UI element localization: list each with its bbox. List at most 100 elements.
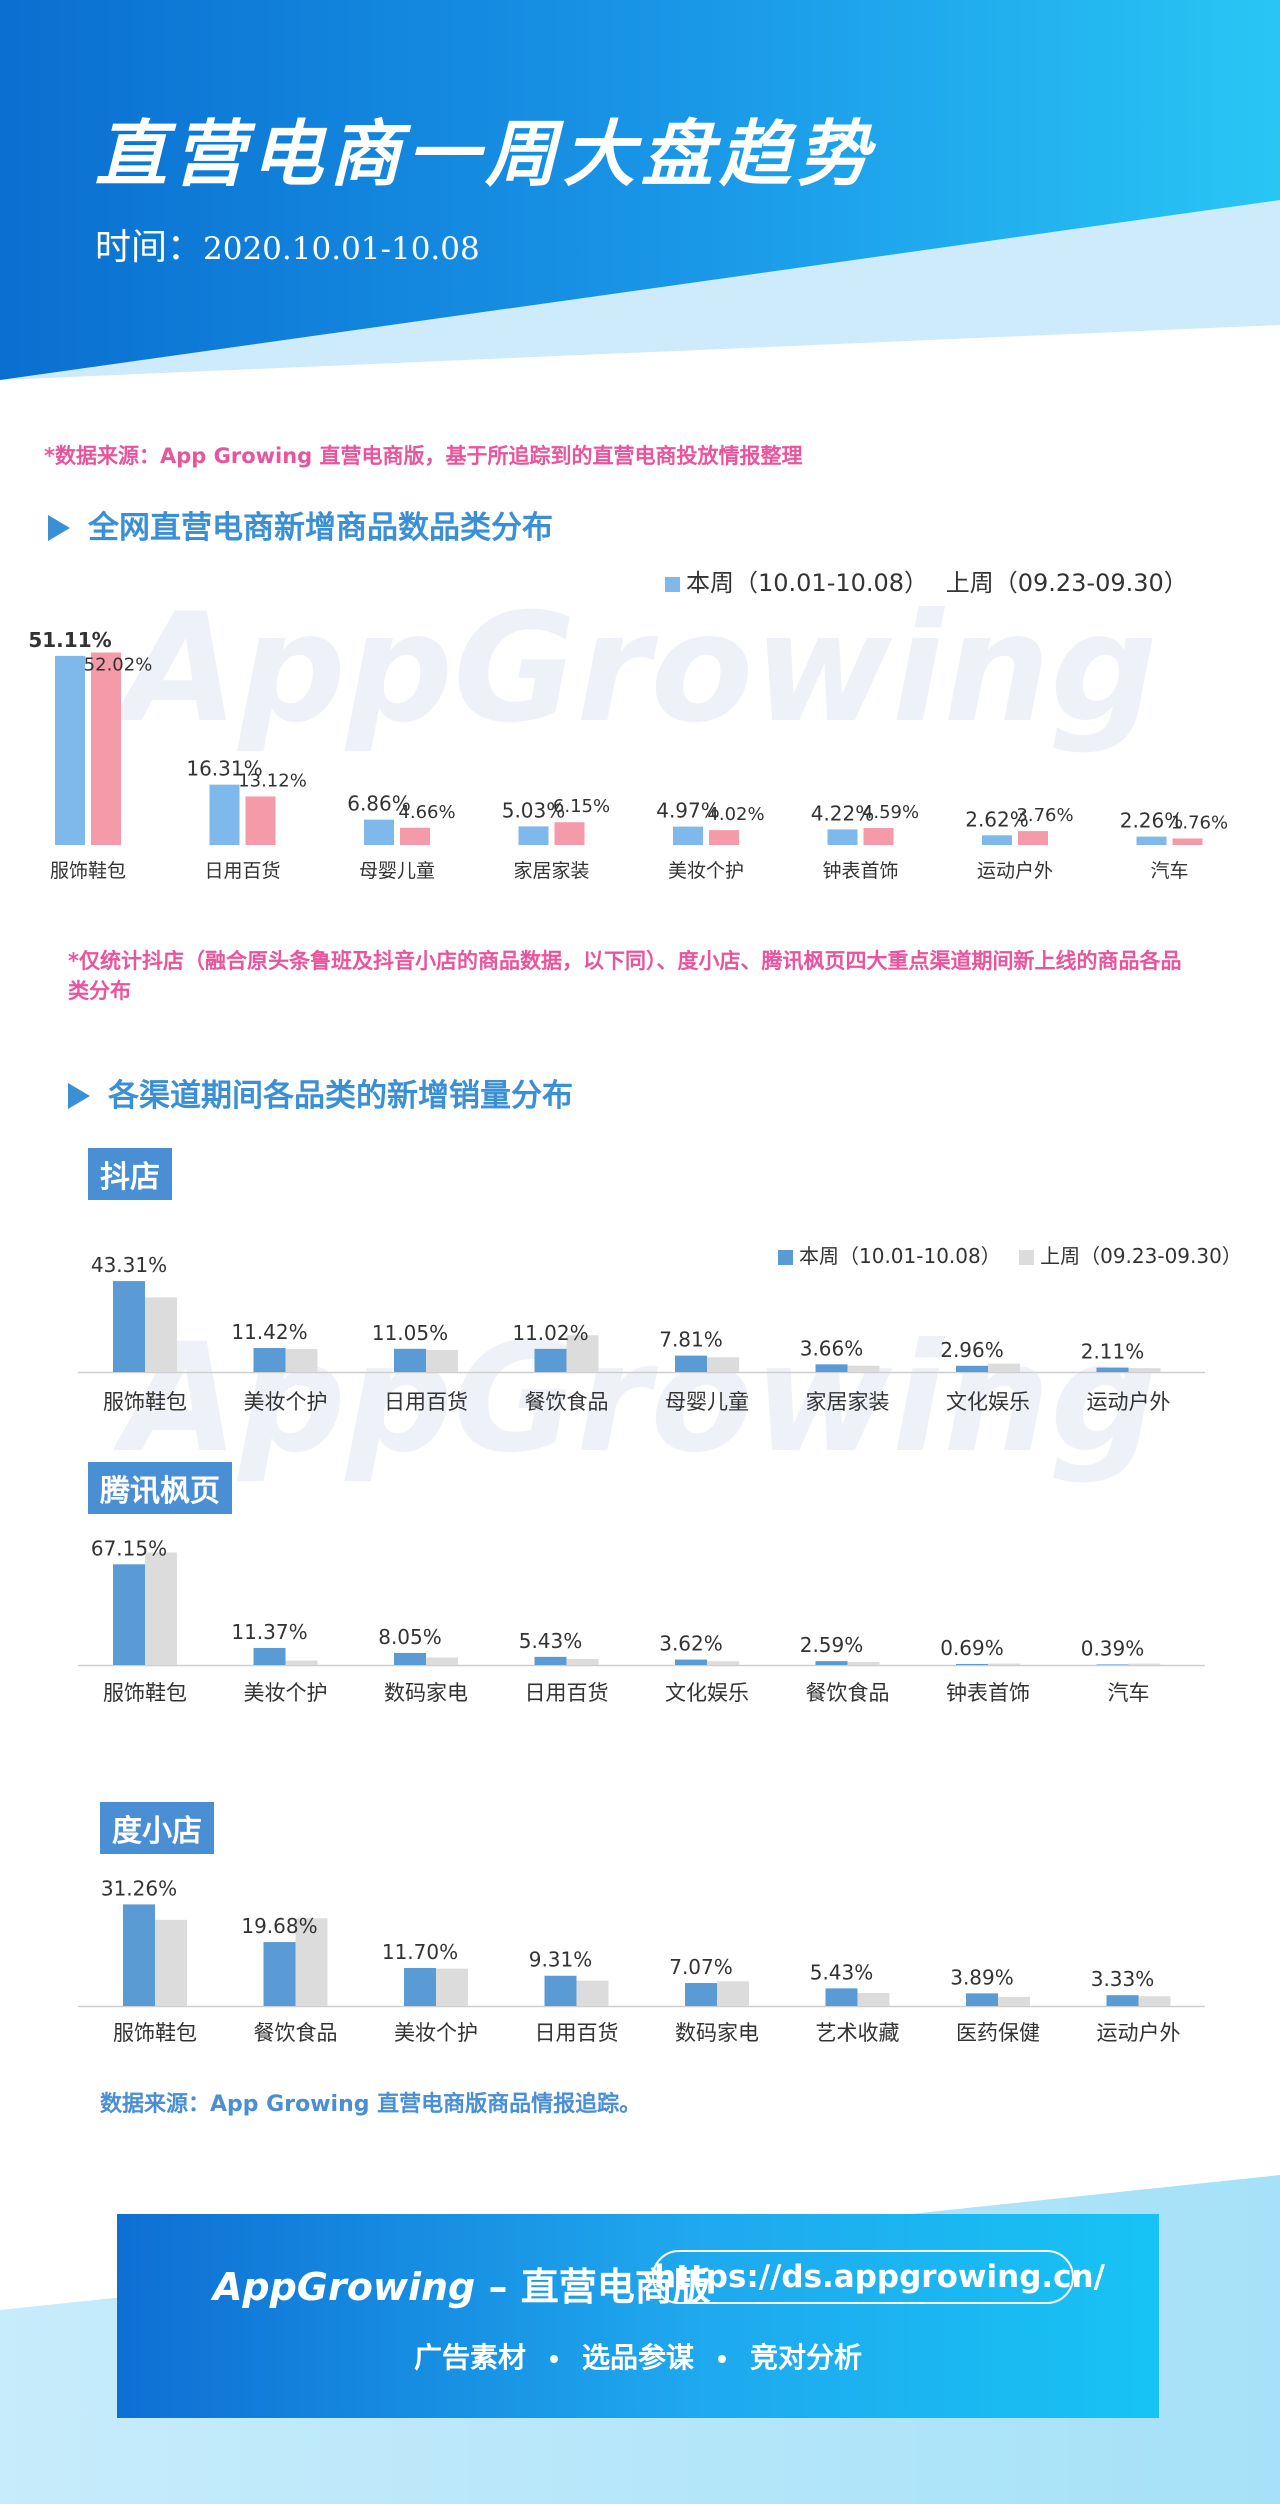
data-label-this-week: 3.66% bbox=[800, 1336, 864, 1360]
category-label: 服饰鞋包 bbox=[50, 860, 126, 882]
bar-last-week bbox=[566, 1659, 599, 1665]
bar-last-week bbox=[1128, 1368, 1161, 1372]
bar-last-week bbox=[988, 1663, 1020, 1665]
bar-this-week bbox=[956, 1663, 988, 1665]
bar-last-week bbox=[709, 830, 739, 845]
bar-this-week bbox=[1136, 836, 1167, 845]
data-label-this-week: 11.37% bbox=[231, 1620, 307, 1644]
data-label-this-week: 4.22% bbox=[811, 801, 875, 825]
bar-this-week bbox=[253, 1348, 286, 1372]
bar-last-week bbox=[717, 1981, 749, 2006]
category-label: 餐饮食品 bbox=[254, 2021, 338, 2045]
bar-last-week bbox=[245, 796, 276, 845]
data-label-this-week: 5.03% bbox=[502, 798, 566, 822]
category-label: 母婴儿童 bbox=[359, 860, 435, 882]
bar-last-week bbox=[863, 828, 894, 845]
category-label: 服饰鞋包 bbox=[113, 2021, 197, 2045]
bar-this-week bbox=[534, 1656, 567, 1665]
category-label: 美妆个护 bbox=[244, 1681, 328, 1705]
data-label-this-week: 2.62% bbox=[965, 807, 1029, 831]
bar-last-week bbox=[998, 1996, 1030, 2006]
bar-this-week bbox=[534, 1348, 567, 1372]
bar-last-week bbox=[707, 1357, 739, 1372]
data-label-this-week: 3.33% bbox=[1091, 1967, 1155, 1991]
bar-last-week bbox=[295, 1918, 328, 2006]
bar-this-week bbox=[113, 1564, 145, 1665]
bar-this-week bbox=[263, 1942, 296, 2006]
category-label: 美妆个护 bbox=[668, 860, 744, 882]
data-label-this-week: 2.59% bbox=[800, 1633, 864, 1657]
category-label: 餐饮食品 bbox=[806, 1681, 890, 1705]
bar-this-week bbox=[675, 1355, 707, 1372]
bar-last-week bbox=[155, 1919, 187, 2006]
legend-this-week: 本周（10.01-10.08） bbox=[799, 1244, 1001, 1268]
data-label-this-week: 11.42% bbox=[231, 1320, 307, 1344]
category-label: 家居家装 bbox=[513, 860, 589, 882]
legend-2: 本周（10.01-10.08） 上周（09.23-09.30） bbox=[778, 1240, 1242, 1269]
bar-this-week bbox=[113, 1281, 145, 1372]
bar-this-week bbox=[1096, 1367, 1129, 1372]
bar-this-week bbox=[685, 1983, 717, 2006]
category-label: 美妆个护 bbox=[394, 2021, 478, 2045]
legend-swatch-last-week bbox=[1019, 1250, 1035, 1265]
bar-last-week bbox=[1138, 1996, 1171, 2006]
triangle-bullet-icon bbox=[68, 1083, 90, 1109]
watermark: AppGrowing bbox=[112, 1312, 1157, 1486]
category-label: 母婴儿童 bbox=[665, 1390, 749, 1414]
category-label: 家居家装 bbox=[806, 1390, 890, 1414]
bar-last-week bbox=[707, 1661, 739, 1665]
category-label: 餐饮食品 bbox=[525, 1390, 609, 1414]
source-note: *数据来源：App Growing 直营电商版，基于所追踪到的直营电商投放情报整… bbox=[44, 444, 803, 468]
watermark: AppGrowing bbox=[112, 582, 1157, 756]
bar-this-week bbox=[815, 1364, 848, 1372]
category-label: 日用百货 bbox=[384, 1390, 468, 1414]
data-label-this-week: 5.43% bbox=[810, 1960, 874, 1984]
chart-all-channels: 51.11% 52.02% 服饰鞋包 16.31%13.12% 日用百货 6.86%4.6… bbox=[28, 628, 1228, 882]
data-label-last-week: 4.66% bbox=[398, 802, 455, 823]
category-label: 汽车 bbox=[1108, 1681, 1150, 1705]
channel-tag-tencent: 腾讯枫页 bbox=[88, 1462, 232, 1514]
data-label-this-week: 67.15% bbox=[91, 1536, 167, 1560]
footer-banner: AppGrowing – 直营电商版 https://ds.appgrowing… bbox=[117, 2214, 1159, 2418]
legend-swatch-this-week bbox=[778, 1250, 793, 1265]
data-label-this-week: 11.02% bbox=[512, 1321, 588, 1345]
bar-this-week bbox=[544, 1975, 577, 2006]
bar-last-week bbox=[554, 822, 585, 845]
data-label-this-week: 0.39% bbox=[1081, 1636, 1145, 1660]
section-heading-2: 各渠道期间各品类的新增销量分布 bbox=[68, 1070, 573, 1115]
data-label-this-week: 8.05% bbox=[378, 1625, 442, 1649]
data-label-this-week: 19.68% bbox=[241, 1914, 317, 1938]
channel-tag-duxiaodian: 度小店 bbox=[100, 1802, 214, 1854]
category-label: 服饰鞋包 bbox=[103, 1681, 187, 1705]
bar-last-week bbox=[145, 1297, 177, 1372]
category-label: 服饰鞋包 bbox=[103, 1390, 187, 1414]
bar-this-week bbox=[518, 826, 549, 845]
bar-last-week bbox=[426, 1349, 458, 1372]
legend-1: 本周（10.01-10.08） 上周（09.23-09.30） bbox=[665, 563, 1188, 598]
bar-this-week bbox=[673, 826, 703, 845]
data-label-last-week: 4.59% bbox=[862, 802, 919, 823]
category-label: 美妆个护 bbox=[244, 1390, 328, 1414]
section-heading-1: 全网直营电商新增商品数品类分布 bbox=[48, 502, 553, 547]
note-channels: *仅统计抖店（融合原头条鲁班及抖音小店的商品数据，以下同）、度小店、腾讯枫页四大… bbox=[68, 949, 1182, 1003]
data-label-this-week: 5.43% bbox=[519, 1629, 583, 1653]
category-label: 艺术收藏 bbox=[816, 2021, 900, 2045]
data-label-this-week: 51.11% bbox=[28, 628, 111, 652]
bar-this-week bbox=[815, 1661, 848, 1665]
bar-this-week bbox=[982, 835, 1012, 845]
bar-this-week bbox=[394, 1348, 426, 1372]
bar-last-week bbox=[436, 1968, 468, 2006]
bar-last-week bbox=[145, 1552, 177, 1665]
bar-last-week bbox=[285, 1660, 318, 1665]
bar-last-week bbox=[566, 1335, 599, 1372]
category-label: 运动户外 bbox=[977, 860, 1053, 882]
bar-last-week bbox=[847, 1662, 880, 1665]
category-label: 数码家电 bbox=[384, 1681, 468, 1705]
bar-this-week bbox=[253, 1647, 286, 1665]
category-label: 医药保健 bbox=[956, 2021, 1040, 2045]
legend-swatch-this-week bbox=[665, 576, 680, 592]
bar-last-week bbox=[91, 652, 121, 845]
bar-this-week bbox=[364, 819, 394, 845]
bar-last-week bbox=[847, 1365, 880, 1372]
site-url-link[interactable]: https://ds.appgrowing.cn/ bbox=[652, 2250, 1105, 2304]
